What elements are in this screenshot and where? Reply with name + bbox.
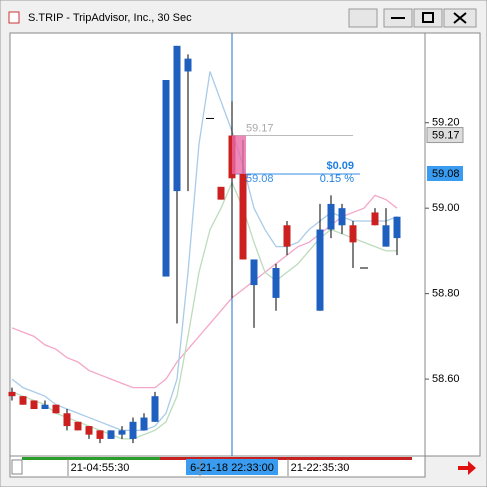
candle-body xyxy=(371,212,379,226)
candle-body xyxy=(96,430,104,439)
candle-body xyxy=(184,58,192,72)
candle-body xyxy=(63,413,71,427)
link-button[interactable] xyxy=(348,8,378,28)
app-icon xyxy=(8,11,20,24)
candle-body xyxy=(327,203,335,230)
scroll-arrow[interactable] xyxy=(458,461,476,475)
candle-body xyxy=(349,225,357,243)
y-tick-label: 59.20 xyxy=(432,117,460,129)
candle-body xyxy=(393,216,401,239)
candle-body xyxy=(140,417,148,431)
scroll-box[interactable] xyxy=(11,459,23,475)
candle-body xyxy=(283,225,291,247)
candle-body xyxy=(316,229,324,311)
y-tick-label: 58.80 xyxy=(432,288,460,300)
candle-body xyxy=(239,174,247,260)
session-bar xyxy=(160,457,412,460)
candle-body xyxy=(250,259,258,286)
measure-low-label: 59.08 xyxy=(246,173,274,185)
candle-body xyxy=(272,268,280,298)
measure-percent: 0.15 % xyxy=(320,173,354,185)
close-glyph xyxy=(453,12,467,24)
candle-body xyxy=(382,225,390,247)
cursor-time-box xyxy=(186,459,278,475)
candle-body xyxy=(118,430,126,435)
candle-body xyxy=(30,400,38,409)
x-tick-label: 6-21-18 22:33:00 xyxy=(190,462,274,474)
candle-body xyxy=(74,421,82,431)
maximize-button[interactable] xyxy=(413,8,443,28)
candle-body xyxy=(52,404,60,414)
candle-body xyxy=(173,45,181,192)
candle-body xyxy=(151,396,159,422)
price-flag xyxy=(426,127,464,144)
measure-high-label: 59.17 xyxy=(246,122,274,134)
candle-body xyxy=(338,208,346,226)
window-title: S.TRIP - TripAdvisor, Inc., 30 Sec xyxy=(28,12,192,24)
candle-body xyxy=(162,80,170,277)
y-tick-label: 59.00 xyxy=(432,202,460,214)
price-flag-label: 59.17 xyxy=(432,129,460,141)
indicator-line xyxy=(11,180,397,440)
session-bar xyxy=(22,457,160,460)
candle-body xyxy=(217,186,225,200)
price-axis xyxy=(424,32,481,457)
price-flag xyxy=(427,166,463,181)
candle-body xyxy=(19,396,27,405)
x-tick-label: 21-04:55:30 xyxy=(71,462,130,474)
maximize-glyph xyxy=(422,12,434,23)
measure-box xyxy=(232,135,246,174)
plot-area xyxy=(9,32,426,457)
x-tick-label: 21-22:35:30 xyxy=(291,462,350,474)
y-tick-label: 58.60 xyxy=(432,373,460,385)
candle-body xyxy=(129,421,137,439)
measure-change: $0.09 xyxy=(326,160,354,172)
candle-body xyxy=(107,430,115,439)
candle-body xyxy=(41,404,49,409)
candle-body xyxy=(85,426,93,435)
candle-body xyxy=(8,391,16,397)
price-flag-label: 59.08 xyxy=(432,168,460,180)
